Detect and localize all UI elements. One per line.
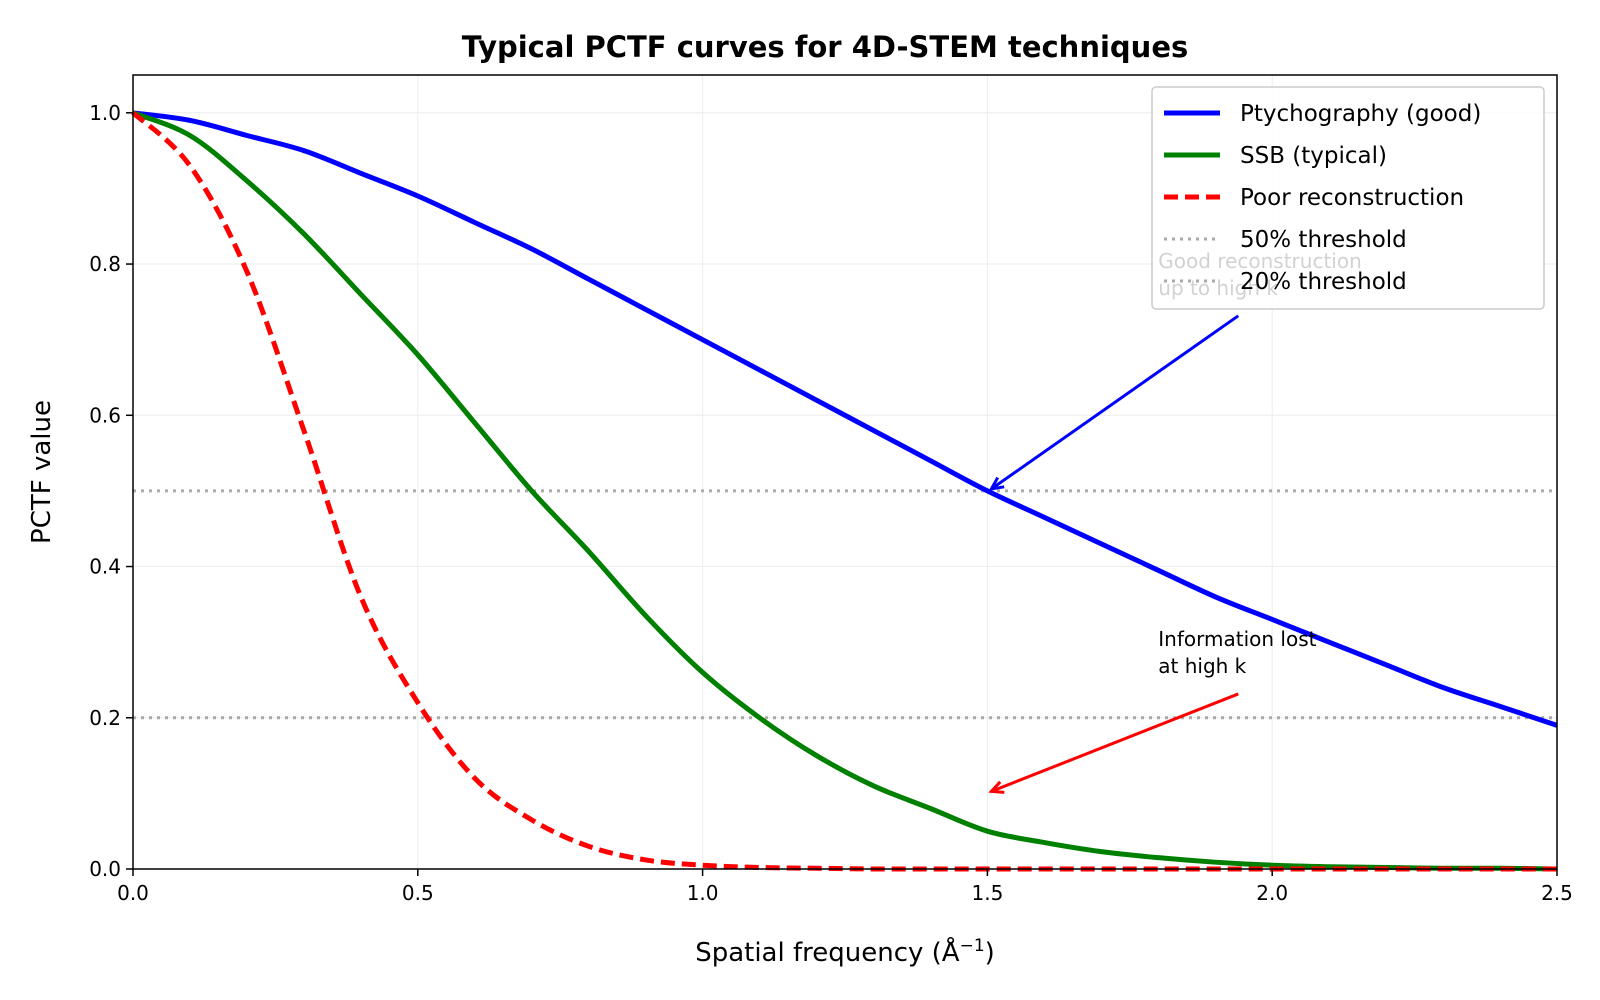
y-tick-label-1: 0.2: [89, 706, 121, 730]
x-tick-label-4: 2.0: [1256, 881, 1288, 905]
legend-box: [1151, 86, 1545, 310]
x-tick-label-1: 0.5: [402, 881, 434, 905]
x-axis-label-superscript: −1: [960, 936, 985, 956]
y-axis-label: PCTF value: [27, 400, 57, 544]
x-tick-label-2: 1.0: [687, 881, 719, 905]
legend-label-4: 20% threshold: [1240, 269, 1407, 295]
legend-label-3: 50% threshold: [1240, 227, 1407, 253]
x-axis-label-close: ): [985, 938, 995, 968]
annotation-line-1-1: at high k: [1158, 654, 1246, 678]
y-tick-label-5: 1.0: [89, 101, 121, 125]
annotation-arrowhead-1: [988, 780, 1005, 794]
x-tick-label-3: 1.5: [971, 881, 1003, 905]
annotation-arrow-0: [990, 314, 1240, 491]
series-line-1: [132, 110, 1558, 872]
legend-label-1: SSB (typical): [1240, 143, 1387, 169]
y-tick-label-4: 0.8: [89, 252, 121, 276]
x-tick-label-5: 2.5: [1541, 881, 1573, 905]
series-line-0: [132, 110, 1558, 728]
legend: Ptychography (good) SSB (typical) Poor rec…: [1151, 86, 1545, 310]
threshold-lines: [133, 489, 1557, 720]
annotation-arrow-1: [990, 692, 1239, 793]
y-tick-label-0: 0.0: [89, 857, 121, 881]
chart-title: Typical PCTF curves for 4D-STEM techniqu…: [462, 30, 1189, 64]
x-tick-label-0: 0.0: [117, 881, 149, 905]
annotation-line-1-0: Information lost: [1158, 627, 1316, 651]
annotation-text-1: Information lost at high k: [1158, 627, 1316, 678]
x-axis-label: Spatial frequency (Å−1): [695, 936, 995, 968]
annotation-arrowhead-0: [988, 476, 1005, 491]
legend-label-0: Ptychography (good): [1240, 101, 1481, 127]
plot-frame: [132, 74, 1558, 870]
axis-ticks: 0.0 0.5 1.0 1.5 2.0 2.5 0.0 0.2 0.4 0.6 0.8 1.0: [89, 101, 1573, 905]
legend-label-2: Poor reconstruction: [1240, 185, 1464, 211]
y-tick-label-2: 0.4: [89, 555, 121, 579]
y-tick-label-3: 0.6: [89, 403, 121, 427]
x-axis-label-text: Spatial frequency (Å: [695, 936, 960, 968]
